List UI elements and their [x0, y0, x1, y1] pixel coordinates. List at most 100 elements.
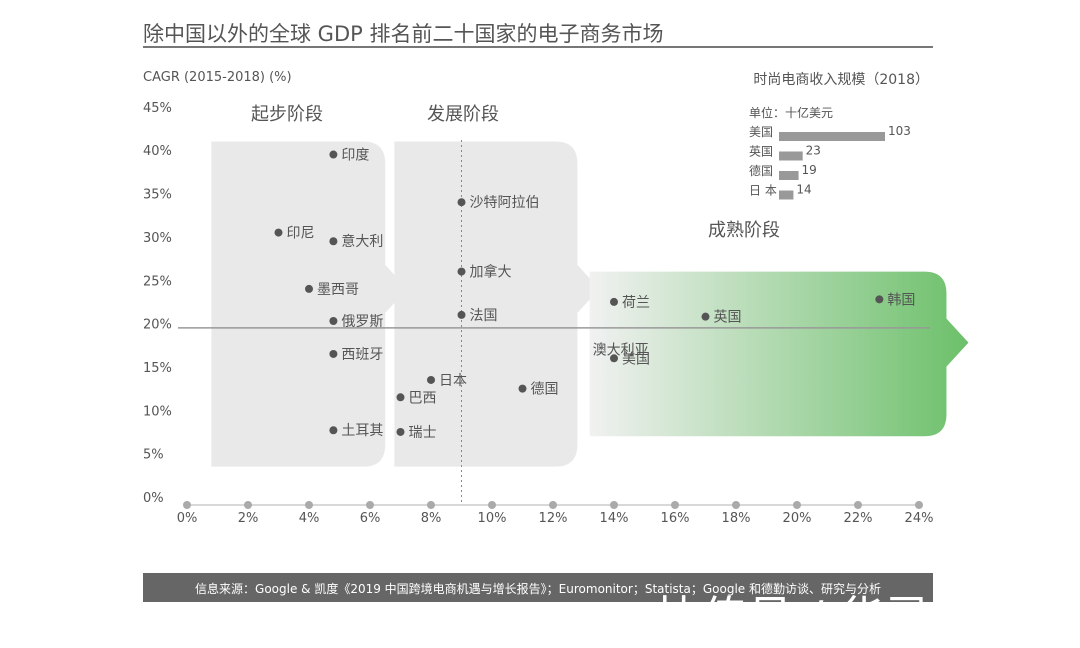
inset-bar-label: 美国 [749, 125, 773, 139]
x-tick-dot [915, 501, 923, 509]
x-tick-dot [427, 501, 435, 509]
stage-region-2 [394, 141, 600, 467]
source-text: 信息来源：Google & 凯度《2019 中国跨境电商机遇与增长报告》；Eur… [195, 581, 881, 596]
data-point [610, 354, 618, 363]
x-tick-label: 10% [478, 511, 507, 526]
x-tick-label: 4% [299, 511, 320, 526]
data-point [329, 426, 338, 435]
y-tick-label: 10% [143, 404, 172, 419]
inset-bar-value: 19 [802, 163, 817, 177]
data-point-label: 英国 [714, 309, 742, 326]
data-point [329, 237, 338, 246]
data-point-label: 日本 [439, 373, 467, 389]
x-tick-label: 12% [539, 511, 568, 526]
y-tick-label: 25% [143, 274, 172, 289]
x-tick-dot [549, 501, 557, 509]
inset-bar [779, 171, 799, 180]
x-tick-dot [366, 501, 374, 509]
x-tick-label: 24% [905, 511, 934, 526]
inset-bar-value: 14 [796, 183, 811, 197]
x-tick-label: 22% [844, 511, 873, 526]
x-tick-label: 2% [238, 511, 259, 526]
watermark-text: 快传号 / 华灵云科技 [655, 591, 1068, 645]
inset-bar-label: 日 本 [749, 184, 777, 198]
data-point-label: 意大利 [341, 233, 383, 250]
x-tick-label: 20% [783, 511, 812, 526]
y-tick-label: 0% [143, 491, 164, 506]
data-point-label: 瑞士 [409, 425, 437, 441]
x-tick-dot [488, 501, 496, 509]
x-tick-dot [793, 501, 801, 509]
y-tick-label: 35% [143, 188, 172, 203]
x-tick-label: 18% [722, 511, 751, 526]
stage-regions [211, 141, 969, 467]
data-point [875, 295, 884, 304]
data-point-label: 德国 [531, 382, 559, 398]
y-tick-label: 5% [143, 448, 164, 463]
data-point-label: 澳大利亚 [593, 343, 649, 359]
inset-title: 时尚电商收入规模（2018） [753, 72, 929, 88]
inset-bar-label: 德国 [749, 163, 773, 178]
x-tick-label: 16% [661, 511, 690, 526]
data-point-label: 巴西 [409, 390, 437, 406]
data-point-label: 印度 [341, 148, 369, 164]
x-axis: 0% 2% 4% 6% 8% 10% 12% 14% 16% 18% 20% 22% 24% [177, 501, 934, 526]
data-point-label: 加拿大 [470, 264, 512, 281]
inset-bar [779, 190, 794, 200]
x-tick-dot [244, 501, 252, 509]
x-tick-dot [305, 501, 313, 509]
x-tick-dot [732, 501, 740, 509]
x-tick-dot [854, 501, 862, 509]
data-point [274, 228, 283, 237]
data-point-label: 印尼 [287, 226, 315, 242]
inset-bar-value: 23 [806, 144, 821, 158]
data-point [329, 349, 338, 358]
inset-bar [779, 132, 885, 141]
x-tick-label: 6% [360, 511, 381, 526]
y-tick-label: 30% [143, 231, 172, 246]
inset-unit: 单位：十亿美元 [749, 105, 833, 120]
data-point-label: 法国 [470, 308, 498, 324]
data-point [457, 310, 466, 319]
data-point-label: 墨西哥 [317, 282, 359, 298]
x-tick-dot [671, 501, 679, 509]
x-tick-label: 14% [600, 511, 629, 526]
stage-region-3 [589, 271, 969, 437]
y-tick-label: 15% [143, 361, 172, 376]
inset-bar-label: 英国 [749, 145, 773, 159]
x-tick-label: 8% [421, 511, 442, 526]
x-tick-dot [610, 501, 618, 509]
y-tick-label: 40% [143, 144, 172, 159]
y-axis: 45% 40% 35% 30% 25% 20% 15% 10% 5% 0% [143, 101, 172, 506]
stage-label-beginning: 起步阶段 [251, 104, 323, 125]
data-point-label: 韩国 [887, 292, 915, 308]
data-point [396, 427, 405, 436]
source-bar [143, 573, 933, 602]
data-point [457, 198, 466, 207]
y-tick-label: 45% [143, 101, 172, 116]
stage-region-1 [211, 141, 408, 467]
data-point [610, 297, 618, 306]
data-point [427, 375, 435, 384]
data-point-label: 俄罗斯 [341, 314, 383, 330]
data-point [518, 384, 527, 393]
data-point-label: 土耳其 [341, 423, 383, 439]
inset-bar [779, 151, 803, 161]
data-point [457, 267, 466, 276]
data-point-label: 美国 [622, 351, 650, 367]
y-tick-label: 20% [143, 318, 172, 333]
data-point [329, 150, 338, 159]
x-tick-dot [183, 501, 191, 509]
stage-label-mature: 成熟阶段 [708, 220, 780, 241]
chart-title: 除中国以外的全球 GDP 排名前二十国家的电子商务市场 [143, 22, 663, 46]
x-tick-label: 0% [177, 511, 198, 526]
data-point-label: 沙特阿拉伯 [470, 195, 540, 211]
data-point [305, 284, 313, 293]
data-point-label: 荷兰 [622, 295, 650, 311]
y-axis-label: CAGR (2015-2018) (%) [143, 70, 292, 85]
data-point [396, 393, 405, 402]
data-point [701, 312, 710, 321]
inset-bar-chart: 美国 103 英国 23 德国 19 日 本 14 [749, 124, 911, 200]
